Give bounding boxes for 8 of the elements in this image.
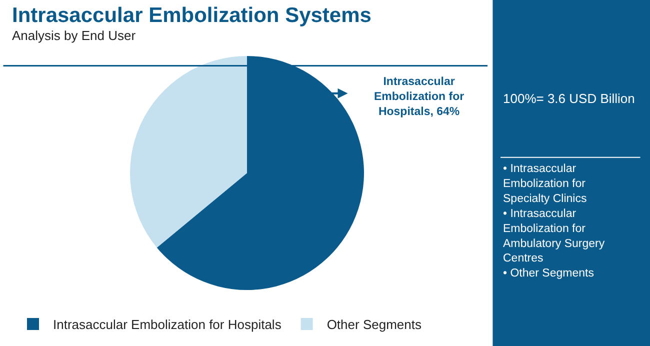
- text: • Intrasaccular Embolization for Specialty Clinics • Intrasaccular Embolization for Ambulatory Surgery Centres • Other Segments: [503, 163, 605, 280]
- text: 100%= 3.6 USD Billion: [503, 91, 635, 106]
- legend-label: Other Segments: [326, 317, 422, 332]
- legend-label: Intrasaccular Embolization for Hospitals: [53, 317, 282, 332]
- text: Intrasaccular Embolization for Hospitals, 64%: [374, 76, 465, 118]
- chart-title: Intrasaccular Embolization Systems: [12, 4, 372, 27]
- chart-subtitle: Analysis by End User: [12, 28, 136, 43]
- pie-slice: [130, 56, 247, 248]
